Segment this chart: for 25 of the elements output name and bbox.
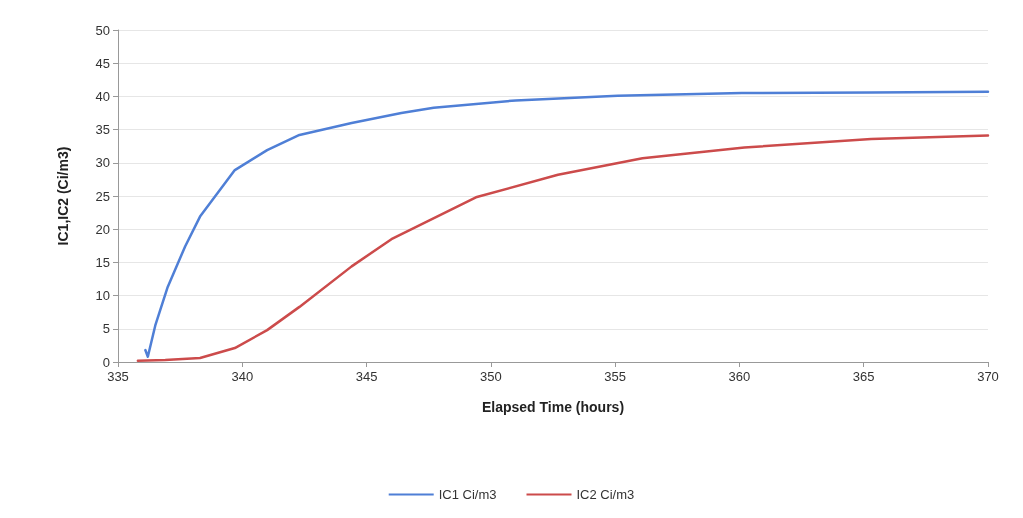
legend-label: IC2 Ci/m3: [576, 487, 635, 502]
line-series: [136, 134, 990, 362]
y-tick-label: 0: [102, 354, 110, 370]
y-axis-title: IC1,IC2 (Ci/m3): [55, 146, 71, 246]
y-tick-label: 50: [95, 22, 110, 38]
x-tick-label: 365: [852, 369, 875, 384]
y-tick-label: 20: [95, 221, 110, 237]
y-tick-label: 30: [95, 155, 110, 171]
y-tick-label: 15: [95, 254, 110, 270]
x-axis-title: Elapsed Time (hours): [481, 399, 625, 415]
x-tick-label: 345: [355, 369, 378, 384]
x-tick-label: 340: [231, 369, 254, 384]
y-tick-label: 35: [95, 122, 110, 138]
legend-label: IC1 Ci/m3: [438, 487, 497, 502]
x-tick-label: 355: [604, 369, 626, 384]
x-tick-label: 370: [977, 369, 999, 384]
x-tick-label: 350: [480, 369, 502, 384]
y-tick-label: 40: [95, 88, 110, 104]
line-series: [144, 90, 990, 358]
x-tick-label: 360: [728, 369, 751, 384]
y-tick-label: 25: [95, 188, 110, 204]
y-tick-label: 45: [95, 55, 110, 71]
x-tick-label: 335: [107, 369, 129, 384]
y-tick-label: 10: [95, 288, 110, 304]
y-tick-label: 5: [102, 321, 110, 337]
